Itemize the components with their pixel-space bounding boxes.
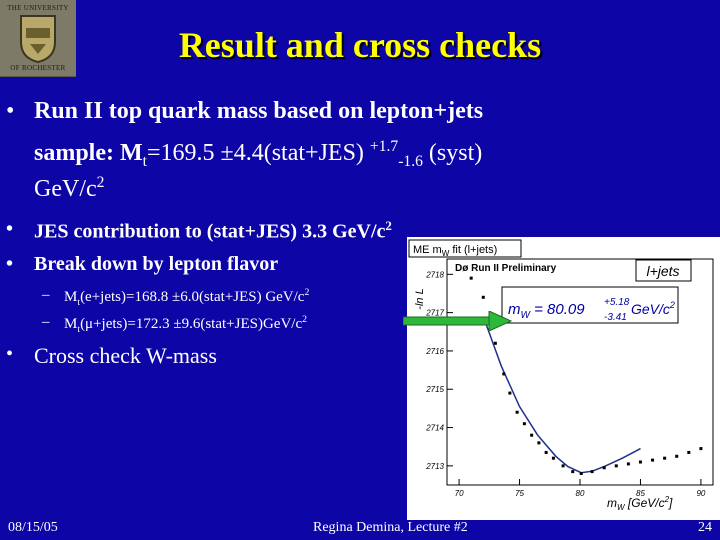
data-point — [651, 458, 655, 462]
chart-marks: 2713 2714 2715 2716 2717 2718 70 75 80 85 90 — [425, 270, 706, 498]
x-tick-label: 80 — [576, 489, 585, 498]
mujets-sup: 2 — [302, 314, 307, 325]
logo-line-2: OF ROCHESTER — [10, 64, 66, 72]
chart-title-box — [408, 239, 522, 258]
data-point — [493, 341, 497, 345]
syst-down: -1.6 — [398, 152, 423, 170]
data-point — [590, 470, 594, 474]
footer-presenter: Regina Demina, Lecture #2 — [313, 520, 468, 535]
data-point — [626, 462, 630, 466]
mujets-value: (μ+jets)=172.3 ±9.6(stat+JES)GeV/c — [80, 316, 303, 332]
sub-bullet-dash: – — [42, 287, 50, 303]
slide-title: Result and cross checks — [178, 25, 542, 65]
data-point — [502, 372, 506, 376]
bullet-top-mass-line-1: Run II top quark mass based on lepton+je… — [34, 98, 484, 124]
data-point — [571, 470, 575, 474]
bullet-top-mass-line-2: sample: Mt=169.5 ±4.4(stat+JES) +1.7-1.6… — [34, 138, 482, 171]
ejets-sub: t — [77, 297, 81, 308]
w-mass-fit-chart: ME mW fit (l+jets) Dø Run II Preliminary… — [408, 239, 714, 512]
data-point — [481, 295, 485, 299]
w-mass-fit-plot: ME mW fit (l+jets) Dø Run II Preliminary… — [407, 237, 720, 520]
y-tick-label: 2717 — [425, 309, 444, 318]
bullet-dot: • — [6, 218, 14, 240]
unit-sup: 2 — [96, 174, 105, 191]
y-tick-label: 2715 — [425, 385, 444, 394]
result-text: mW = 80.09 — [508, 301, 585, 321]
bullet-jes-text: JES contribution to (stat+JES) 3.3 GeV/c… — [34, 218, 392, 244]
bullet-dot: • — [6, 253, 14, 275]
y-tick-label: 2713 — [425, 462, 444, 471]
data-point — [508, 391, 512, 395]
x-tick-label: 70 — [455, 489, 464, 498]
mujets-sub: t — [77, 324, 81, 335]
jes-text: JES contribution to (stat+JES) 3.3 GeV/c — [34, 220, 386, 243]
ejets-m: M — [64, 289, 78, 305]
footer-date: 08/15/05 — [8, 520, 58, 535]
result-down: -3.41 — [604, 312, 627, 323]
mass-value: =169.5 ±4.4(stat+JES) — [147, 140, 370, 166]
x-tick-label: 85 — [636, 489, 645, 498]
x-tick-label: 75 — [515, 489, 524, 498]
data-point — [515, 410, 519, 414]
bullet-top-mass-line-3: GeV/c2 — [34, 174, 104, 203]
data-point — [602, 466, 606, 470]
y-tick-label: 2718 — [425, 270, 444, 279]
data-point — [638, 460, 642, 464]
data-point — [614, 464, 618, 468]
arrow-icon — [403, 311, 513, 331]
y-tick-label: 2716 — [425, 347, 444, 356]
x-axis-label: mW [GeV/c2] — [607, 495, 673, 512]
channel-box — [635, 259, 692, 282]
y-tick-label: 2714 — [425, 424, 444, 433]
data-point — [530, 433, 534, 437]
data-point — [544, 450, 548, 454]
logo-line-1: THE UNIVERSITY — [7, 4, 69, 12]
data-point — [469, 276, 473, 280]
y-axis-label: -ln L — [414, 288, 426, 309]
unit-text: GeV/c — [34, 176, 97, 202]
mujets-m: M — [64, 316, 78, 332]
syst-label: (syst) — [422, 140, 483, 166]
syst-up: +1.7 — [369, 138, 399, 155]
result-unit: GeV/c2 — [631, 300, 675, 317]
chart-subtitle: Dø Run II Preliminary — [455, 263, 557, 274]
result-box — [501, 286, 679, 324]
bullet-dot: • — [6, 98, 15, 124]
shield-icon — [20, 15, 56, 64]
sub-bullet-mujets-text: Mt(μ+jets)=172.3 ±9.6(stat+JES)GeV/c2 — [64, 314, 307, 335]
data-point — [699, 447, 703, 451]
bullet-w-mass-text: Cross check W-mass — [34, 343, 217, 368]
page-number: 24 — [698, 520, 712, 535]
fit-curve — [482, 316, 641, 474]
data-point — [522, 422, 526, 426]
bullet-dot: • — [6, 343, 14, 365]
data-point — [561, 464, 565, 468]
channel-label: l+jets — [646, 263, 679, 279]
x-tick-label: 90 — [696, 489, 705, 498]
ejets-sup: 2 — [304, 287, 310, 298]
university-logo: THE UNIVERSITY OF ROCHESTER — [0, 0, 76, 77]
data-point — [537, 441, 541, 445]
bullet-flavor-text: Break down by lepton flavor — [34, 253, 279, 275]
data-point — [687, 450, 691, 454]
mass-subscript: t — [142, 152, 147, 170]
sub-bullet-dash: – — [42, 314, 50, 330]
sub-bullet-ejets-text: Mt(e+jets)=168.8 ±6.0(stat+JES) GeV/c2 — [64, 287, 309, 308]
data-point — [579, 472, 583, 476]
chart-title: ME mW fit (l+jets) — [413, 244, 497, 258]
data-point — [551, 456, 555, 460]
data-point — [675, 454, 679, 458]
result-up: +5.18 — [604, 297, 630, 308]
ejets-value: (e+jets)=168.8 ±6.0(stat+JES) GeV/c — [80, 289, 305, 305]
data-point — [663, 456, 667, 460]
sample-label: sample: M — [34, 140, 143, 166]
jes-sup: 2 — [385, 218, 392, 233]
